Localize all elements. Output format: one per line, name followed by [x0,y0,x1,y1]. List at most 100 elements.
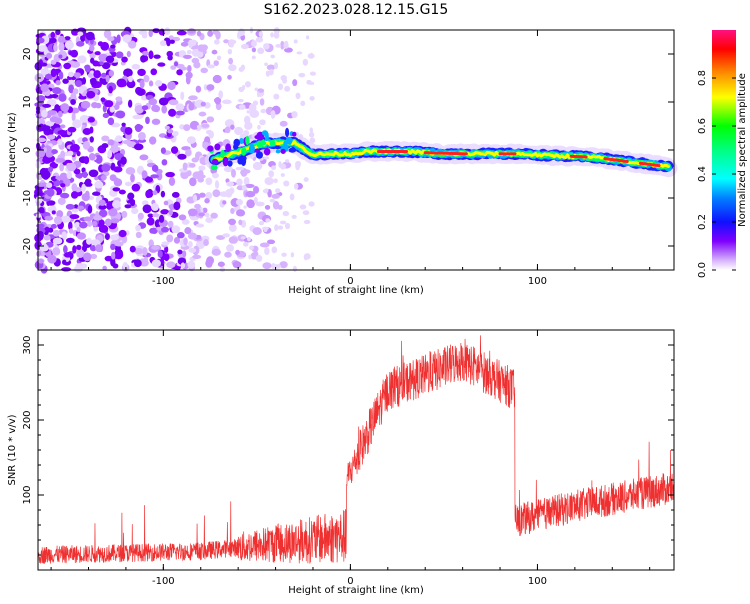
noise-blob [141,170,148,179]
noise-blob [67,71,75,78]
noise-blob [255,36,264,43]
ridge-blob [210,164,218,171]
noise-blob [222,233,230,238]
noise-blob [224,126,231,134]
noise-blob [308,201,315,207]
noise-blob [62,78,69,84]
noise-blob [187,240,193,248]
noise-blob [203,239,209,247]
noise-blob [63,62,72,70]
noise-blob [200,101,206,107]
noise-blob [290,252,295,258]
ridge-blob [280,148,286,154]
noise-blob [258,31,263,38]
noise-blob [273,31,280,39]
noise-blob [58,71,64,80]
noise-blob [177,153,187,160]
noise-blob [67,126,77,133]
noise-blob [107,36,115,42]
noise-blob [124,126,133,135]
noise-blob [270,111,276,116]
noise-blob [173,61,179,67]
noise-blob [206,84,215,91]
noise-blob [124,181,133,187]
noise-blob [197,44,205,52]
noise-blob [180,91,185,101]
noise-blob [187,208,198,217]
ridge-core [569,154,588,159]
noise-blob [216,55,222,61]
noise-blob [65,237,75,244]
noise-blob [132,114,142,120]
noise-blob [214,96,222,105]
noise-blob [274,224,279,231]
noise-blob [309,96,315,101]
noise-blob [82,140,91,150]
noise-blob [211,172,219,179]
noise-blob [108,70,115,77]
noise-blob [183,124,191,132]
noise-blob [79,221,88,229]
noise-blob [60,183,66,188]
noise-blob [91,101,99,109]
noise-blob [66,162,77,172]
noise-blob [249,245,254,251]
noise-blob [212,29,220,35]
noise-blob [303,253,308,261]
noise-blob [256,91,260,98]
noise-blob [128,40,137,49]
noise-blob [228,236,238,244]
noise-blob [35,213,42,218]
noise-blob [136,89,145,96]
colorbar-tick-label: 0.6 [697,118,708,134]
top-x-tick-label: -100 [152,276,175,287]
noise-blob [275,188,281,194]
noise-blob [68,84,75,94]
ridge-blob [248,143,255,154]
noise-blob [259,119,266,126]
noise-blob [139,259,149,267]
bottom-y-axis: 100 200 300 [22,329,674,556]
noise-blob [41,125,51,131]
noise-blob [243,176,250,186]
noise-blob [263,43,270,50]
noise-blob [176,30,187,36]
noise-blob [210,212,218,219]
noise-blob [77,31,84,37]
noise-blob [72,88,79,95]
noise-blob [171,191,180,198]
noise-blob [213,60,219,66]
noise-blob [55,175,66,181]
ridge-blob [207,145,214,152]
noise-blob [228,218,237,226]
noise-blob [197,177,205,183]
noise-blob [47,134,56,140]
noise-blob [72,119,82,129]
noise-blob [150,68,158,76]
noise-blob [200,67,208,74]
noise-blob [64,36,71,41]
noise-blob [151,118,161,125]
snr-series-line [37,335,675,564]
noise-blob [36,230,44,240]
noise-blob [295,92,301,100]
noise-blob [279,120,288,127]
noise-blob [84,182,93,187]
noise-blob [93,70,102,79]
noise-blob [283,40,289,48]
noise-blob [192,194,198,202]
noise-blob [84,190,90,199]
noise-blob [125,167,136,175]
noise-blob [134,105,144,114]
noise-blob [141,105,149,111]
noise-blob [63,245,68,254]
noise-blob [104,233,110,241]
ridge-blob [214,143,221,151]
noise-blob [178,214,187,221]
noise-blob [300,100,306,107]
noise-blob [164,245,169,254]
noise-blob [44,73,53,80]
noise-blob [118,189,126,195]
noise-blob [161,159,168,166]
noise-blob [185,75,191,85]
